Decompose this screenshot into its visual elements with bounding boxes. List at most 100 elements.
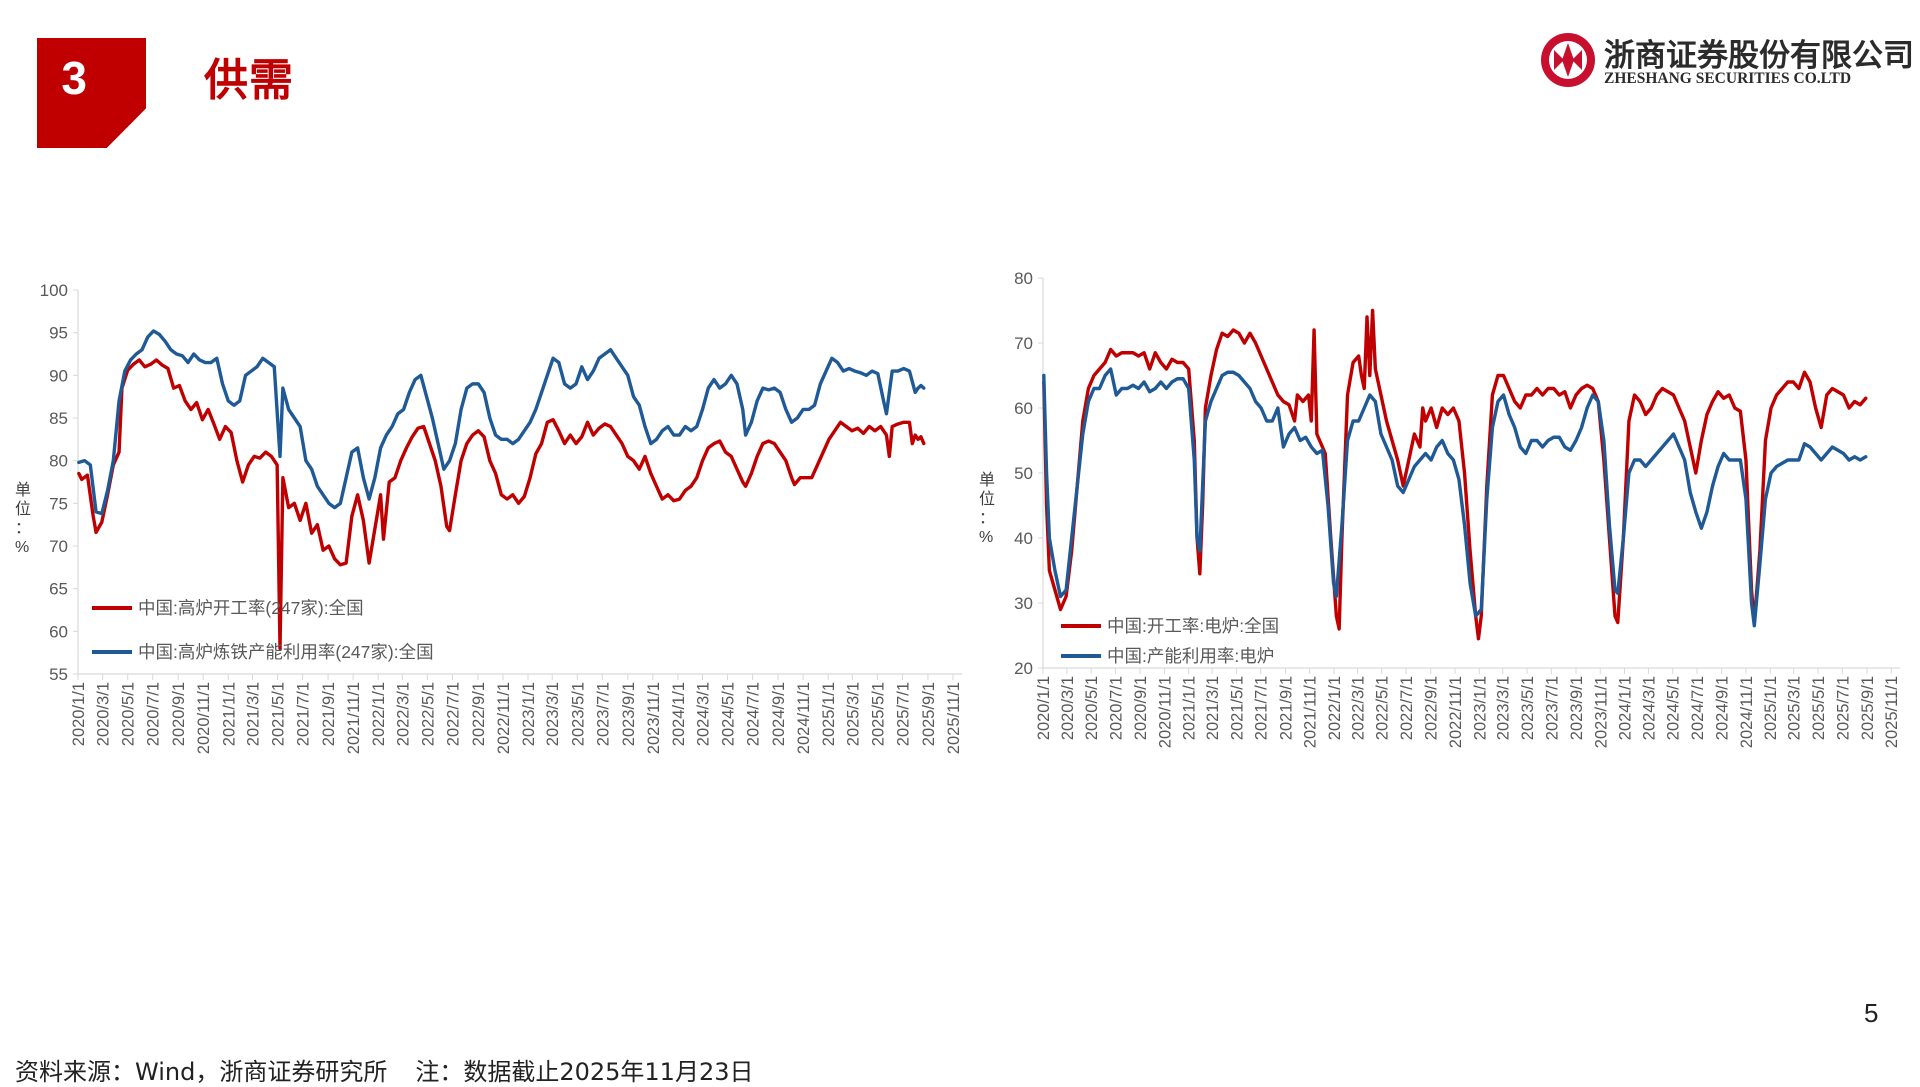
x-tick-label: 2021/1/1 [1181, 676, 1199, 740]
x-tick-label: 2024/3/1 [1640, 676, 1658, 740]
x-tick-label: 2025/5/1 [1810, 676, 1828, 740]
x-tick-label: 2020/3/1 [95, 682, 113, 746]
legend-label-2: 中国:产能利用率:电炉 [1107, 646, 1274, 666]
x-tick-label: 2021/3/1 [245, 682, 263, 746]
series-line-1 [77, 358, 926, 651]
y-tick-label: 80 [49, 452, 68, 471]
x-tick-label: 2024/1/1 [670, 682, 688, 746]
x-tick-label: 2022/9/1 [1423, 676, 1441, 740]
series-line-1 [1042, 308, 1868, 641]
source-text: 资料来源：Wind，浙商证券研究所 [15, 1058, 388, 1086]
x-tick-label: 2020/9/1 [170, 682, 188, 746]
x-tick-label: 2022/11/1 [495, 682, 513, 754]
x-tick-label: 2021/5/1 [1228, 676, 1246, 740]
x-tick-label: 2022/1/1 [370, 682, 388, 746]
x-tick-label: 2021/11/1 [1302, 676, 1320, 748]
y-tick-label: 70 [49, 537, 68, 556]
y-tick-label: 95 [49, 324, 68, 343]
x-tick-label: 2025/7/1 [894, 682, 912, 746]
y-tick-label: 65 [49, 580, 68, 599]
x-tick-label: 2024/7/1 [745, 682, 763, 746]
x-tick-label: 2024/1/1 [1617, 676, 1635, 740]
x-tick-label: 2022/3/1 [394, 682, 412, 746]
x-tick-label: 2020/1/1 [70, 682, 88, 746]
x-tick-label: 2023/9/1 [620, 682, 638, 746]
x-tick-label: 2020/11/1 [1156, 676, 1174, 748]
y-axis-label: 单位：% [979, 471, 995, 546]
x-tick-label: 2023/1/1 [520, 682, 538, 746]
legend-label-1: 中国:开工率:电炉:全国 [1107, 616, 1279, 636]
y-tick-label: 70 [1014, 334, 1033, 353]
x-tick-label: 2023/5/1 [1519, 676, 1537, 740]
x-tick-label: 2024/3/1 [695, 682, 713, 746]
y-tick-label: 80 [1014, 269, 1033, 288]
x-tick-label: 2023/7/1 [594, 682, 612, 746]
x-tick-label: 2024/5/1 [720, 682, 738, 746]
section-number: 3 [61, 52, 87, 104]
x-tick-label: 2025/1/1 [1762, 676, 1780, 740]
series-line-2 [1042, 367, 1868, 628]
x-tick-label: 2025/11/1 [1883, 676, 1901, 748]
section-badge: 3 [37, 38, 146, 148]
x-tick-label: 2022/1/1 [1326, 676, 1344, 740]
x-tick-label: 2021/11/1 [345, 682, 363, 754]
x-tick-label: 2024/11/1 [1738, 676, 1756, 748]
x-tick-label: 2023/7/1 [1543, 676, 1561, 740]
x-tick-label: 2023/1/1 [1471, 676, 1489, 740]
x-tick-label: 2022/11/1 [1447, 676, 1465, 748]
source-note: 资料来源：Wind，浙商证券研究所 注：数据截止2025年11月23日 [15, 1052, 753, 1087]
x-tick-label: 2021/9/1 [1277, 676, 1295, 740]
x-tick-label: 2025/3/1 [844, 682, 862, 746]
x-tick-label: 2025/5/1 [869, 682, 887, 746]
legend-label-2: 中国:高炉炼铁产能利用率(247家):全国 [138, 642, 434, 662]
x-tick-label: 2023/11/1 [1592, 676, 1610, 748]
x-tick-label: 2020/5/1 [1083, 676, 1101, 740]
x-tick-label: 2025/7/1 [1834, 676, 1852, 740]
y-tick-label: 75 [49, 494, 68, 513]
x-tick-label: 2024/5/1 [1665, 676, 1683, 740]
x-tick-label: 2025/1/1 [820, 682, 838, 746]
x-tick-label: 2023/5/1 [569, 682, 587, 746]
x-tick-label: 2020/9/1 [1132, 676, 1150, 740]
page-number: 5 [1864, 998, 1879, 1028]
y-tick-label: 60 [1014, 399, 1033, 418]
x-tick-label: 2024/9/1 [770, 682, 788, 746]
legend-label-1: 中国:高炉开工率(247家):全国 [138, 598, 364, 618]
y-tick-label: 30 [1014, 594, 1033, 613]
x-tick-label: 2021/7/1 [1253, 676, 1271, 740]
y-tick-label: 60 [49, 622, 68, 641]
y-tick-label: 100 [40, 281, 68, 300]
cutoff-note: 注：数据截止2025年11月23日 [415, 1058, 754, 1086]
x-tick-label: 2020/5/1 [120, 682, 138, 746]
x-tick-label: 2025/3/1 [1786, 676, 1804, 740]
electric-furnace-chart-svg: 20 30 40 50 60 70 80 2020/1/1 2020/3/1 2020/5/1 20… [979, 269, 1901, 748]
y-axis-label: 单位：% [15, 481, 31, 556]
x-tick-label: 2025/11/1 [945, 682, 963, 754]
blast-furnace-chart: 55 60 65 70 75 80 85 90 95 100 2020/1/1 2020/3/1 202… [10, 270, 970, 790]
x-tick-label: 2021/3/1 [1204, 676, 1222, 740]
company-name-cn: 浙商证券股份有限公司 [1604, 38, 1914, 74]
x-tick-label: 2025/9/1 [920, 682, 938, 746]
y-tick-label: 90 [49, 366, 68, 385]
x-tick-label: 2020/7/1 [1107, 676, 1125, 740]
x-tick-label: 2024/11/1 [795, 682, 813, 754]
series-line-2 [77, 329, 926, 516]
x-tick-label: 2023/3/1 [544, 682, 562, 746]
company-name-en: ZHESHANG SECURITIES CO.LTD [1604, 70, 1852, 87]
x-tick-label: 2020/11/1 [195, 682, 213, 754]
x-tick-label: 2022/3/1 [1349, 676, 1367, 740]
x-tick-label: 2023/3/1 [1495, 676, 1513, 740]
electric-furnace-chart: 20 30 40 50 60 70 80 2020/1/1 2020/3/1 2020/5/1 20… [975, 260, 1910, 790]
x-tick-label: 2021/5/1 [270, 682, 288, 746]
y-tick-label: 40 [1014, 529, 1033, 548]
x-tick-label: 2020/1/1 [1035, 676, 1053, 740]
page-title: 供需 [204, 55, 294, 106]
x-tick-label: 2022/9/1 [470, 682, 488, 746]
x-tick-label: 2020/7/1 [145, 682, 163, 746]
x-tick-label: 2025/9/1 [1859, 676, 1877, 740]
x-tick-label: 2022/5/1 [1374, 676, 1392, 740]
company-logo: 浙商证券股份有限公司 ZHESHANG SECURITIES CO.LTD [1540, 30, 1914, 92]
x-tick-label: 2021/7/1 [295, 682, 313, 746]
blast-furnace-chart-svg: 55 60 65 70 75 80 85 90 95 100 2020/1/1 2020/3/1 202… [15, 281, 963, 754]
x-tick-label: 2024/7/1 [1689, 676, 1707, 740]
